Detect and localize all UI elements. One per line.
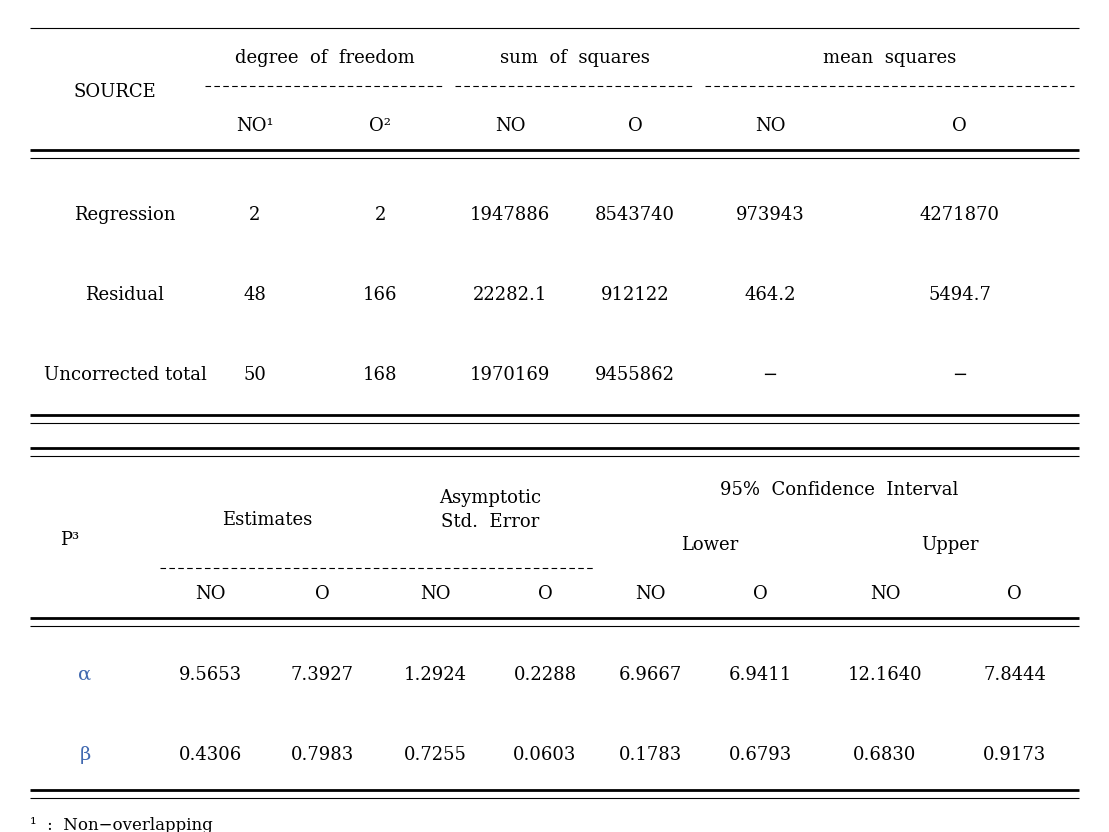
Text: β: β xyxy=(80,746,91,764)
Text: 0.7983: 0.7983 xyxy=(291,746,354,764)
Text: NO: NO xyxy=(495,117,526,135)
Text: 1970169: 1970169 xyxy=(470,366,550,384)
Text: Asymptotic
Std.  Error: Asymptotic Std. Error xyxy=(439,489,541,531)
Text: O: O xyxy=(1007,585,1021,603)
Text: 48: 48 xyxy=(244,286,266,304)
Text: 9.5653: 9.5653 xyxy=(179,666,242,684)
Text: NO: NO xyxy=(869,585,901,603)
Text: Residual: Residual xyxy=(85,286,164,304)
Text: NO: NO xyxy=(634,585,665,603)
Text: mean  squares: mean squares xyxy=(823,49,956,67)
Text: 464.2: 464.2 xyxy=(744,286,796,304)
Text: 166: 166 xyxy=(363,286,397,304)
Text: Uncorrected total: Uncorrected total xyxy=(43,366,206,384)
Text: Upper: Upper xyxy=(920,536,978,554)
Text: 2: 2 xyxy=(375,206,386,224)
Text: 0.6830: 0.6830 xyxy=(853,746,917,764)
Text: ¹  :  Non−overlapping: ¹ : Non−overlapping xyxy=(30,818,213,832)
Text: 8543740: 8543740 xyxy=(596,206,675,224)
Text: O: O xyxy=(315,585,329,603)
Text: O: O xyxy=(628,117,642,135)
Text: 0.7255: 0.7255 xyxy=(404,746,467,764)
Text: NO¹: NO¹ xyxy=(236,117,274,135)
Text: NO: NO xyxy=(419,585,450,603)
Text: 0.1783: 0.1783 xyxy=(619,746,682,764)
Text: 912122: 912122 xyxy=(601,286,670,304)
Text: 50: 50 xyxy=(244,366,266,384)
Text: P³: P³ xyxy=(60,531,79,549)
Text: 7.3927: 7.3927 xyxy=(291,666,354,684)
Text: 1.2924: 1.2924 xyxy=(404,666,467,684)
Text: 0.9173: 0.9173 xyxy=(983,746,1046,764)
Text: degree  of  freedom: degree of freedom xyxy=(235,49,415,67)
Text: 2: 2 xyxy=(250,206,261,224)
Text: 95%  Confidence  Interval: 95% Confidence Interval xyxy=(721,481,958,499)
Text: O: O xyxy=(538,585,552,603)
Text: O: O xyxy=(953,117,967,135)
Text: 22282.1: 22282.1 xyxy=(472,286,547,304)
Text: −: − xyxy=(763,366,777,384)
Text: Estimates: Estimates xyxy=(223,511,313,529)
Text: 0.0603: 0.0603 xyxy=(513,746,577,764)
Text: 0.6793: 0.6793 xyxy=(729,746,792,764)
Text: Regression: Regression xyxy=(74,206,175,224)
Text: 4271870: 4271870 xyxy=(919,206,999,224)
Text: NO: NO xyxy=(195,585,225,603)
Text: 973943: 973943 xyxy=(735,206,804,224)
Text: Lower: Lower xyxy=(681,536,739,554)
Text: NO: NO xyxy=(755,117,785,135)
Text: 0.2288: 0.2288 xyxy=(513,666,577,684)
Text: 12.1640: 12.1640 xyxy=(847,666,923,684)
Text: O: O xyxy=(753,585,767,603)
Text: α: α xyxy=(79,666,92,684)
Text: 7.8444: 7.8444 xyxy=(983,666,1046,684)
Text: SOURCE: SOURCE xyxy=(73,83,156,101)
Text: 6.9411: 6.9411 xyxy=(729,666,792,684)
Text: 1947886: 1947886 xyxy=(470,206,550,224)
Text: 9455862: 9455862 xyxy=(596,366,675,384)
Text: 168: 168 xyxy=(363,366,397,384)
Text: −: − xyxy=(952,366,967,384)
Text: O²: O² xyxy=(369,117,391,135)
Text: 0.4306: 0.4306 xyxy=(179,746,242,764)
Text: 5494.7: 5494.7 xyxy=(928,286,991,304)
Text: 6.9667: 6.9667 xyxy=(619,666,682,684)
Text: sum  of  squares: sum of squares xyxy=(500,49,650,67)
